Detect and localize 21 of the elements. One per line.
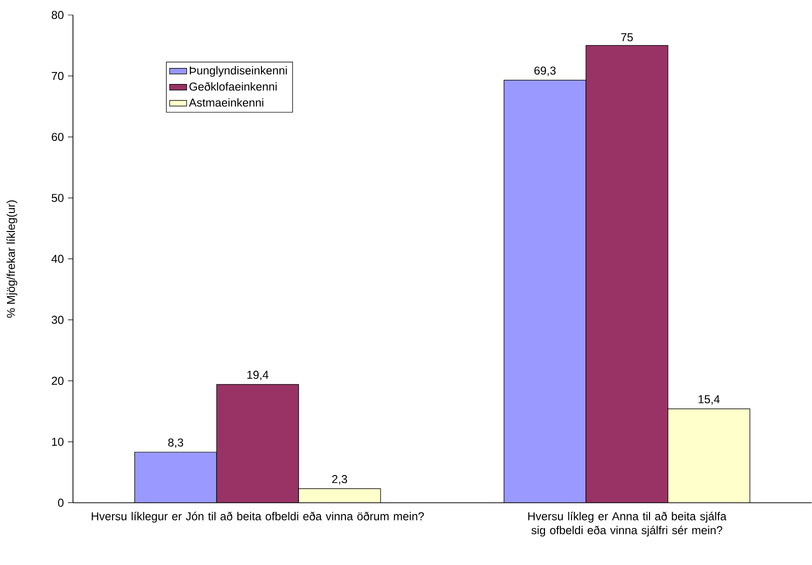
y-tick-label: 40 [51,254,64,264]
data-label: 8,3 [168,438,184,448]
y-axis-title: % Mjög/frekar líkleg(ur) [6,200,18,318]
y-tick-label: 60 [52,133,64,142]
y-tick-label: 70 [52,72,64,80]
y-tick-label: 10 [52,438,64,446]
y-tick-label: 30 [52,316,64,324]
data-label: 2,3 [332,475,348,485]
data-label: 15,4 [698,395,720,405]
x-tick-label: Hversu líkleg er Anna til að beita sjálfa sig ofbeldi eða vinna sjálfri sér mein? [528,512,727,537]
y-tick-label: 0 [58,498,64,507]
y-tick-label: 80 [52,11,64,20]
legend-label: Þunglyndiseinkenni [190,66,287,77]
legend-label: Geðklofaeinkenni [190,82,277,91]
y-tick-label: 50 [52,194,64,202]
x-tick-label: Hversu líklegur er Jón til að beita ofbeldi eða vinna öðrum mein? [92,512,424,523]
y-tick-label: 20 [52,376,64,385]
data-label: 69,3 [534,66,556,76]
data-label: 19,4 [247,370,268,380]
data-label: 75 [621,33,633,42]
legend-label: Astmaeinkenni [188,98,264,107]
